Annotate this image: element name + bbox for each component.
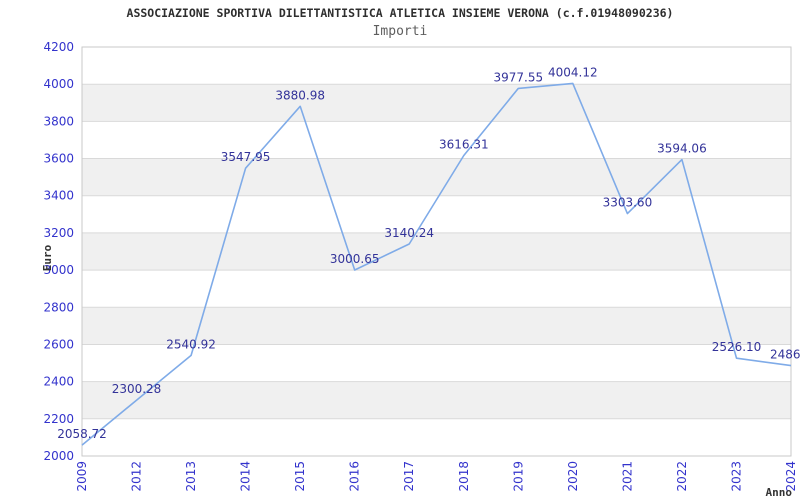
plot-band (82, 158, 791, 196)
point-label: 2540.92 (166, 337, 216, 351)
point-label: 3616.31 (439, 138, 489, 152)
x-tick-label: 2020 (566, 461, 580, 492)
point-label: 4004.12 (548, 65, 598, 79)
y-tick-label: 2600 (43, 338, 74, 352)
x-tick-label: 2021 (620, 461, 634, 492)
y-tick-label: 3400 (43, 189, 74, 203)
point-label: 3594.06 (657, 142, 707, 156)
x-tick-label: 2013 (184, 461, 198, 492)
point-label: 3880.98 (275, 88, 325, 102)
y-tick-label: 2800 (43, 300, 74, 314)
plot-band (82, 232, 791, 271)
data-line (81, 82, 792, 446)
y-tick-label: 2400 (43, 375, 74, 389)
x-tick-label: 2024 (784, 461, 798, 492)
y-tick-label: 3800 (43, 114, 74, 128)
point-label: 3140.24 (384, 226, 434, 240)
point-label: 3000.65 (330, 252, 380, 266)
plot-band (82, 84, 791, 122)
point-label: 2486.2 (770, 348, 800, 362)
x-tick-label: 2015 (293, 461, 307, 492)
y-tick-label: 2200 (43, 412, 74, 426)
plot-border (81, 46, 792, 457)
y-tick-label: 4000 (43, 77, 74, 91)
x-axis-title: Anno (766, 486, 793, 499)
x-tick-label: 2022 (675, 461, 689, 492)
chart-subtitle: Importi (372, 24, 428, 39)
point-label: 3303.60 (603, 196, 653, 210)
y-tick-label: 2000 (43, 449, 74, 463)
x-tick-label: 2016 (348, 461, 362, 492)
x-tick-label: 2009 (75, 461, 89, 492)
chart-title: ASSOCIAZIONE SPORTIVA DILETTANTISTICA AT… (126, 6, 674, 20)
x-tick-label: 2019 (511, 461, 525, 492)
point-label: 2526.10 (712, 340, 762, 354)
x-tick-label: 2017 (402, 461, 416, 492)
plot-band (82, 381, 791, 419)
y-axis-title: Euro (41, 244, 54, 271)
x-tick-label: 2014 (239, 461, 253, 492)
y-tick-label: 3600 (43, 152, 74, 166)
point-label: 2300.28 (112, 382, 162, 396)
x-tick-label: 2012 (130, 461, 144, 492)
y-tick-label: 3200 (43, 226, 74, 240)
x-tick-label: 2023 (730, 461, 744, 492)
point-label: 3547.95 (221, 150, 271, 164)
point-label: 2058.72 (57, 427, 107, 441)
y-tick-label: 4200 (43, 40, 74, 54)
y-tick-label: 3000 (43, 263, 74, 277)
x-tick-label: 2018 (457, 461, 471, 492)
point-label: 3977.55 (493, 70, 543, 84)
